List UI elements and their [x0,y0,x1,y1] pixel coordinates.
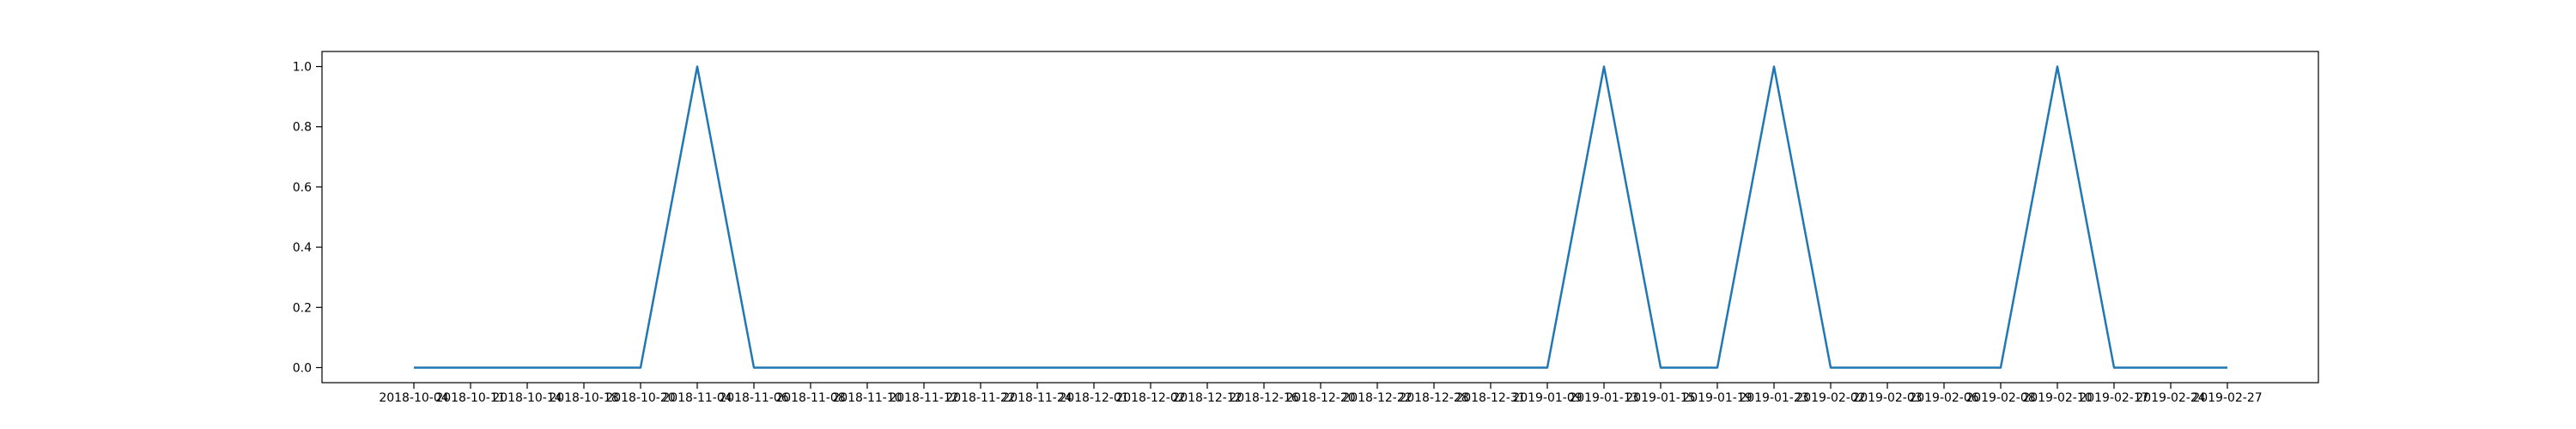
y-tick-label: 0.0 [293,361,312,375]
x-tick-label: 2018-12-01 [1059,391,1128,405]
x-tick-label: 2018-12-31 [1455,391,1525,405]
x-tick-label: 2019-01-09 [1512,391,1582,405]
x-tick-label: 2019-02-06 [1909,391,1978,405]
y-tick-label: 0.4 [293,241,312,255]
x-tick-label: 2019-02-10 [2022,391,2092,405]
x-tick-label: 2018-12-02 [1115,391,1185,405]
plot-frame [321,51,2319,384]
x-tick-label: 2018-12-12 [1172,391,1242,405]
x-tick-label: 2019-02-03 [1852,391,1922,405]
x-tick-label: 2018-10-11 [435,391,505,405]
x-tick-label: 2019-02-17 [2079,391,2148,405]
x-tick-label: 2018-10-04 [379,391,448,405]
x-tick-label: 2018-12-22 [1342,391,1412,405]
x-tick-label: 2018-11-12 [889,391,958,405]
y-tick-label: 1.0 [293,61,312,75]
x-tick-label: 2018-11-04 [662,391,732,405]
plot-area [322,51,2318,383]
x-tick-label: 2018-12-20 [1285,391,1355,405]
x-tick-label: 2018-12-16 [1229,391,1298,405]
y-tick-label: 0.6 [293,181,312,195]
y-tick-label: 0.8 [293,121,312,135]
x-tick-label: 2018-11-22 [945,391,1015,405]
y-axis-ticks: 0.0 0.2 0.4 0.6 0.8 1.0 [293,61,322,375]
x-tick-label: 2019-02-27 [2192,391,2262,405]
x-tick-label: 2018-10-18 [549,391,618,405]
x-tick-label: 2019-02-08 [1965,391,2035,405]
x-tick-label: 2018-11-06 [719,391,788,405]
x-tick-label: 2018-12-28 [1399,391,1468,405]
x-tick-label: 2019-01-15 [1625,391,1695,405]
series-line [414,65,2227,369]
x-tick-label: 2019-02-02 [1795,391,1865,405]
x-tick-label: 2019-01-23 [1739,391,1808,405]
x-tick-label: 2018-11-10 [832,391,902,405]
x-tick-label: 2018-10-20 [605,391,675,405]
y-tick-label: 0.2 [293,301,312,315]
x-tick-label: 2019-01-19 [1682,391,1752,405]
x-tick-label: 2018-11-08 [775,391,845,405]
x-tick-label: 2018-11-24 [1002,391,1072,405]
x-axis-ticks: 2018-10-042018-10-112018-10-142018-10-18… [379,383,2263,405]
x-tick-label: 2019-01-13 [1569,391,1638,405]
x-tick-label: 2018-10-14 [492,391,562,405]
x-tick-label: 2019-02-24 [2136,391,2205,405]
